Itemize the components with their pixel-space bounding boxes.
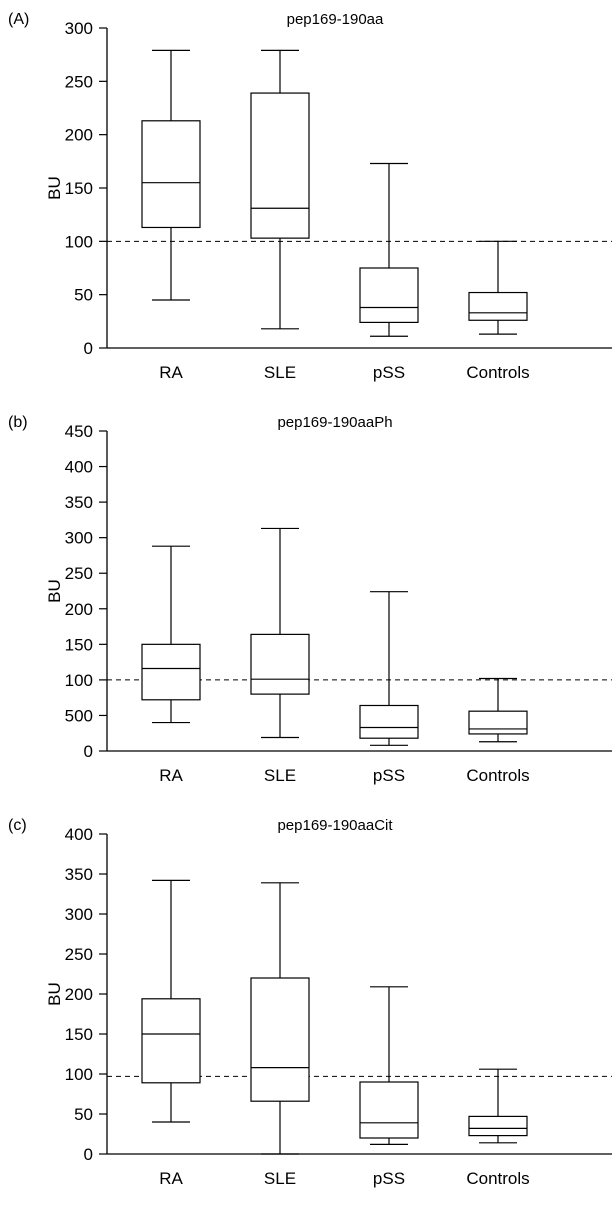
y-tick-label: 500 <box>65 706 93 725</box>
y-tick-label: 300 <box>65 19 93 38</box>
y-tick-label: 450 <box>65 422 93 441</box>
axes <box>106 431 612 752</box>
category-label: pSS <box>373 766 405 785</box>
category-labels: RA SLE pSS Controls <box>159 1169 529 1188</box>
y-tick-label: 400 <box>65 825 93 844</box>
iqr-box <box>141 998 201 1084</box>
panel-label: (c) <box>8 817 27 834</box>
y-tick-label: 250 <box>65 564 93 583</box>
y-tick-label: 200 <box>65 600 93 619</box>
iqr-box <box>250 977 310 1102</box>
category-label: SLE <box>264 766 296 785</box>
boxes <box>141 879 528 1155</box>
iqr-box <box>141 120 201 229</box>
chart-title: pep169-190aaPh <box>277 414 392 431</box>
y-tick-label: 300 <box>65 905 93 924</box>
y-tick-label: 150 <box>65 179 93 198</box>
iqr-box <box>359 704 419 739</box>
box-pss <box>359 591 419 746</box>
boxes <box>141 527 528 746</box>
category-label: SLE <box>264 363 296 382</box>
y-tick-label: 0 <box>84 1145 93 1164</box>
y-tick-label: 50 <box>74 1105 93 1124</box>
box-pss <box>359 986 419 1145</box>
category-label: Controls <box>466 1169 529 1188</box>
chart-title: pep169-190aa <box>287 11 384 28</box>
y-tick-label: 250 <box>65 945 93 964</box>
panel-label: (A) <box>8 11 29 28</box>
category-label: RA <box>159 363 183 382</box>
box-plot-a: (A) pep169-190aa BU 0 50 100 150 200 250 300 R… <box>8 11 612 382</box>
y-ticks: 0 50 100 150 200 250 300 <box>65 19 107 358</box>
iqr-box <box>468 710 528 735</box>
box-plot-c: (c) pep169-190aaCit BU 0 50 100 150 200 250 30… <box>8 817 612 1188</box>
y-tick-label: 200 <box>65 985 93 1004</box>
box-sle <box>250 527 310 739</box>
iqr-box <box>141 643 201 701</box>
chart-title: pep169-190aaCit <box>277 817 393 834</box>
category-label: pSS <box>373 363 405 382</box>
iqr-box <box>468 1115 528 1137</box>
iqr-box <box>359 267 419 324</box>
y-tick-label: 0 <box>84 339 93 358</box>
category-labels: RA SLE pSS Controls <box>159 363 529 382</box>
y-tick-label: 0 <box>84 742 93 761</box>
y-axis-label: BU <box>45 579 64 603</box>
y-tick-label: 300 <box>65 529 93 548</box>
y-tick-label: 100 <box>65 232 93 251</box>
y-tick-label: 100 <box>65 671 93 690</box>
y-axis-label: BU <box>45 982 64 1006</box>
y-tick-label: 200 <box>65 126 93 145</box>
box-ra <box>141 879 201 1123</box>
category-label: RA <box>159 766 183 785</box>
box-pss <box>359 162 419 337</box>
y-ticks: 0 50 100 150 200 250 300 350 400 <box>65 825 107 1164</box>
chart-panel-c: (c) pep169-190aaCit BU 0 50 100 150 200 250 30… <box>0 806 612 1209</box>
boxes <box>141 49 528 337</box>
chart-panel-b: (b) pep169-190aaPh BU 0 500 100 150 200 250 30… <box>0 403 612 806</box>
category-labels: RA SLE pSS Controls <box>159 766 529 785</box>
y-ticks: 0 500 100 150 200 250 300 350 400 450 <box>65 422 107 761</box>
iqr-box <box>250 92 310 239</box>
y-tick-label: 350 <box>65 493 93 512</box>
y-tick-label: 50 <box>74 286 93 305</box>
y-tick-label: 150 <box>65 1025 93 1044</box>
iqr-box <box>468 291 528 321</box>
category-label: RA <box>159 1169 183 1188</box>
box-sle <box>250 49 310 330</box>
category-label: Controls <box>466 363 529 382</box>
y-tick-label: 100 <box>65 1065 93 1084</box>
box-plot-b: (b) pep169-190aaPh BU 0 500 100 150 200 250 30… <box>8 414 612 785</box>
y-tick-label: 150 <box>65 635 93 654</box>
y-tick-label: 400 <box>65 458 93 477</box>
box-controls <box>468 677 528 743</box>
panel-label: (b) <box>8 414 28 431</box>
y-tick-label: 350 <box>65 865 93 884</box>
box-controls <box>468 1068 528 1144</box>
chart-panel-a: (A) pep169-190aa BU 0 50 100 150 200 250 300 R… <box>0 0 612 403</box>
box-ra <box>141 49 201 301</box>
y-axis-label: BU <box>45 176 64 200</box>
box-sle <box>250 882 310 1155</box>
category-label: Controls <box>466 766 529 785</box>
category-label: SLE <box>264 1169 296 1188</box>
y-tick-label: 250 <box>65 72 93 91</box>
category-label: pSS <box>373 1169 405 1188</box>
box-controls <box>468 240 528 335</box>
iqr-box <box>250 633 310 695</box>
iqr-box <box>359 1081 419 1139</box>
box-ra <box>141 545 201 724</box>
